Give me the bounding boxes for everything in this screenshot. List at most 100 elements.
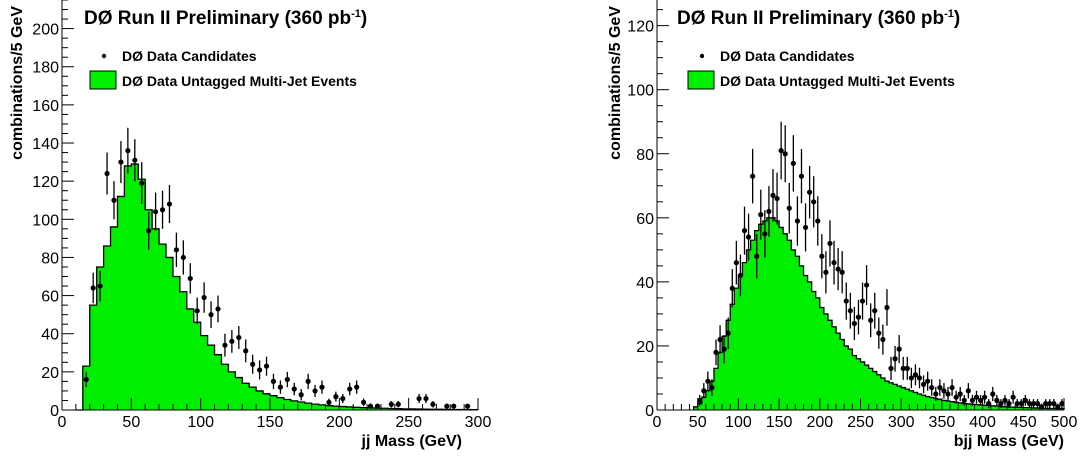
bjj-data-points — [697, 121, 1065, 410]
bjj-data-point — [908, 375, 914, 381]
bjj-histogram-bar — [925, 396, 930, 410]
jj-plot-area: 0 50 100 150 200 250 300 0 20 40 60 80 100 120 140 160 1… — [32, 0, 491, 431]
jj-data-point — [257, 367, 263, 373]
bjj-y-tick-label: 60 — [636, 211, 654, 228]
jj-x-tick-label: 150 — [257, 414, 284, 431]
bjj-x-tick-label: 500 — [1051, 414, 1078, 431]
bjj-histogram-bar — [803, 275, 808, 410]
jj-histogram-bar — [159, 244, 167, 410]
jj-histogram-bar — [214, 354, 222, 410]
bjj-data-point — [1051, 400, 1057, 407]
bjj-histogram-bar — [746, 249, 751, 410]
jj-histogram-bar — [110, 226, 118, 410]
bjj-data-point — [786, 205, 792, 211]
bjj-data-point — [977, 397, 984, 403]
bjj-data-point — [925, 378, 931, 384]
bjj-data-point — [701, 388, 707, 394]
jj-data-point — [187, 275, 193, 282]
bjj-histogram-bar — [815, 297, 821, 410]
bjj-data-point — [819, 253, 825, 259]
bjj-x-tick-label: 450 — [1010, 414, 1037, 431]
jj-data-point — [284, 376, 290, 383]
bjj-histogram-bar — [897, 385, 902, 410]
jj-histogram-bar — [297, 401, 305, 410]
bjj-data-point — [709, 384, 715, 391]
jj-histogram-bar — [89, 305, 97, 410]
jj-histogram-bar — [256, 390, 264, 410]
bjj-histogram-bar — [730, 304, 735, 410]
bjj-histogram-outline — [692, 217, 1065, 410]
bjj-histogram-bar — [954, 402, 959, 410]
bjj-data-point — [1002, 397, 1008, 403]
bjj-histogram-bar — [933, 398, 939, 410]
bjj-data-point — [1022, 397, 1028, 403]
jj-y-tick-label: 100 — [32, 212, 59, 229]
bjj-histogram-bar — [791, 249, 796, 410]
jj-histogram-bar — [172, 276, 181, 410]
bjj-x-tick-label: 100 — [725, 414, 752, 431]
jj-data-point — [173, 247, 179, 253]
jj-legend-histogram-label: DØ Data Untagged Multi-Jet Events — [122, 73, 357, 89]
jj-y-tick-label: 160 — [32, 98, 59, 115]
jj-mass-chart: 0 50 100 150 200 250 300 0 20 40 60 80 100 120 140 160 1… — [9, 0, 491, 450]
bjj-histogram-bar — [994, 406, 1000, 410]
jj-histogram-bar — [186, 308, 195, 410]
bjj-histogram-bar — [966, 403, 971, 410]
jj-histogram-bar — [131, 164, 139, 410]
bjj-y-tick-label: 80 — [636, 147, 654, 164]
bjj-data-point — [986, 400, 992, 407]
jj-histogram-bar — [332, 406, 340, 410]
bjj-y-tick-label: 0 — [645, 403, 654, 420]
bjj-histogram-bar — [913, 392, 918, 410]
bjj-data-point — [705, 378, 711, 384]
jj-y-tick-label: 140 — [32, 136, 59, 153]
jj-data-point — [298, 392, 304, 398]
bjj-histogram-bar — [962, 403, 967, 410]
bjj-histogram-bar — [783, 233, 788, 410]
bjj-chart-title: DØ Run II Preliminary (360 pb-1) — [677, 8, 960, 29]
bjj-histogram-bar — [738, 275, 743, 410]
bjj-x-tick-label: 0 — [653, 414, 662, 431]
bjj-histogram-bar — [876, 374, 882, 410]
bjj-data-point — [1026, 400, 1033, 407]
bjj-data-point — [920, 381, 927, 387]
bjj-data-point — [953, 394, 959, 400]
bjj-histogram-bar — [775, 221, 780, 410]
jj-data-point — [201, 294, 207, 301]
jj-histogram-bar — [235, 377, 243, 410]
bjj-data-point — [1059, 400, 1065, 407]
bjj-data-point — [1034, 400, 1041, 407]
bjj-data-point — [721, 346, 727, 352]
bjj-histogram-bar — [722, 336, 727, 410]
jj-data-point — [104, 170, 110, 177]
bjj-histogram-bar — [750, 240, 755, 410]
bjj-histogram-bar — [998, 406, 1004, 410]
jj-histogram-bar — [166, 257, 174, 410]
jj-data-point — [215, 306, 221, 312]
jj-histogram-bar — [394, 408, 403, 410]
bjj-data-point — [1030, 400, 1037, 407]
jj-y-tick-label: 40 — [41, 327, 59, 344]
bjj-data-point — [713, 349, 719, 355]
bjj-data-point — [798, 173, 805, 179]
bjj-histogram-bar — [770, 217, 776, 410]
jj-data-point — [270, 378, 277, 384]
jj-data-point — [83, 376, 89, 383]
bjj-y-tick-label: 120 — [627, 19, 654, 36]
jj-histogram-bar — [276, 397, 285, 410]
bjj-data-point — [973, 394, 980, 400]
jj-data-point — [361, 399, 367, 405]
bjj-histogram-bar — [1035, 408, 1040, 410]
jj-x-tick-label: 100 — [187, 414, 214, 431]
bjj-histogram-bar — [1019, 407, 1024, 410]
bjj-data-point — [945, 391, 951, 397]
bjj-histogram-bar — [836, 333, 841, 410]
jj-legend-histogram-swatch — [89, 70, 117, 90]
jj-x-tick-label: 50 — [122, 414, 140, 431]
bjj-data-point — [745, 234, 752, 240]
bjj-histogram-bar — [848, 349, 853, 410]
bjj-data-point — [843, 298, 849, 304]
jj-histogram-bar — [353, 407, 361, 410]
bjj-x-tick-label: 350 — [929, 414, 956, 431]
bjj-histogram-bar — [827, 320, 833, 410]
